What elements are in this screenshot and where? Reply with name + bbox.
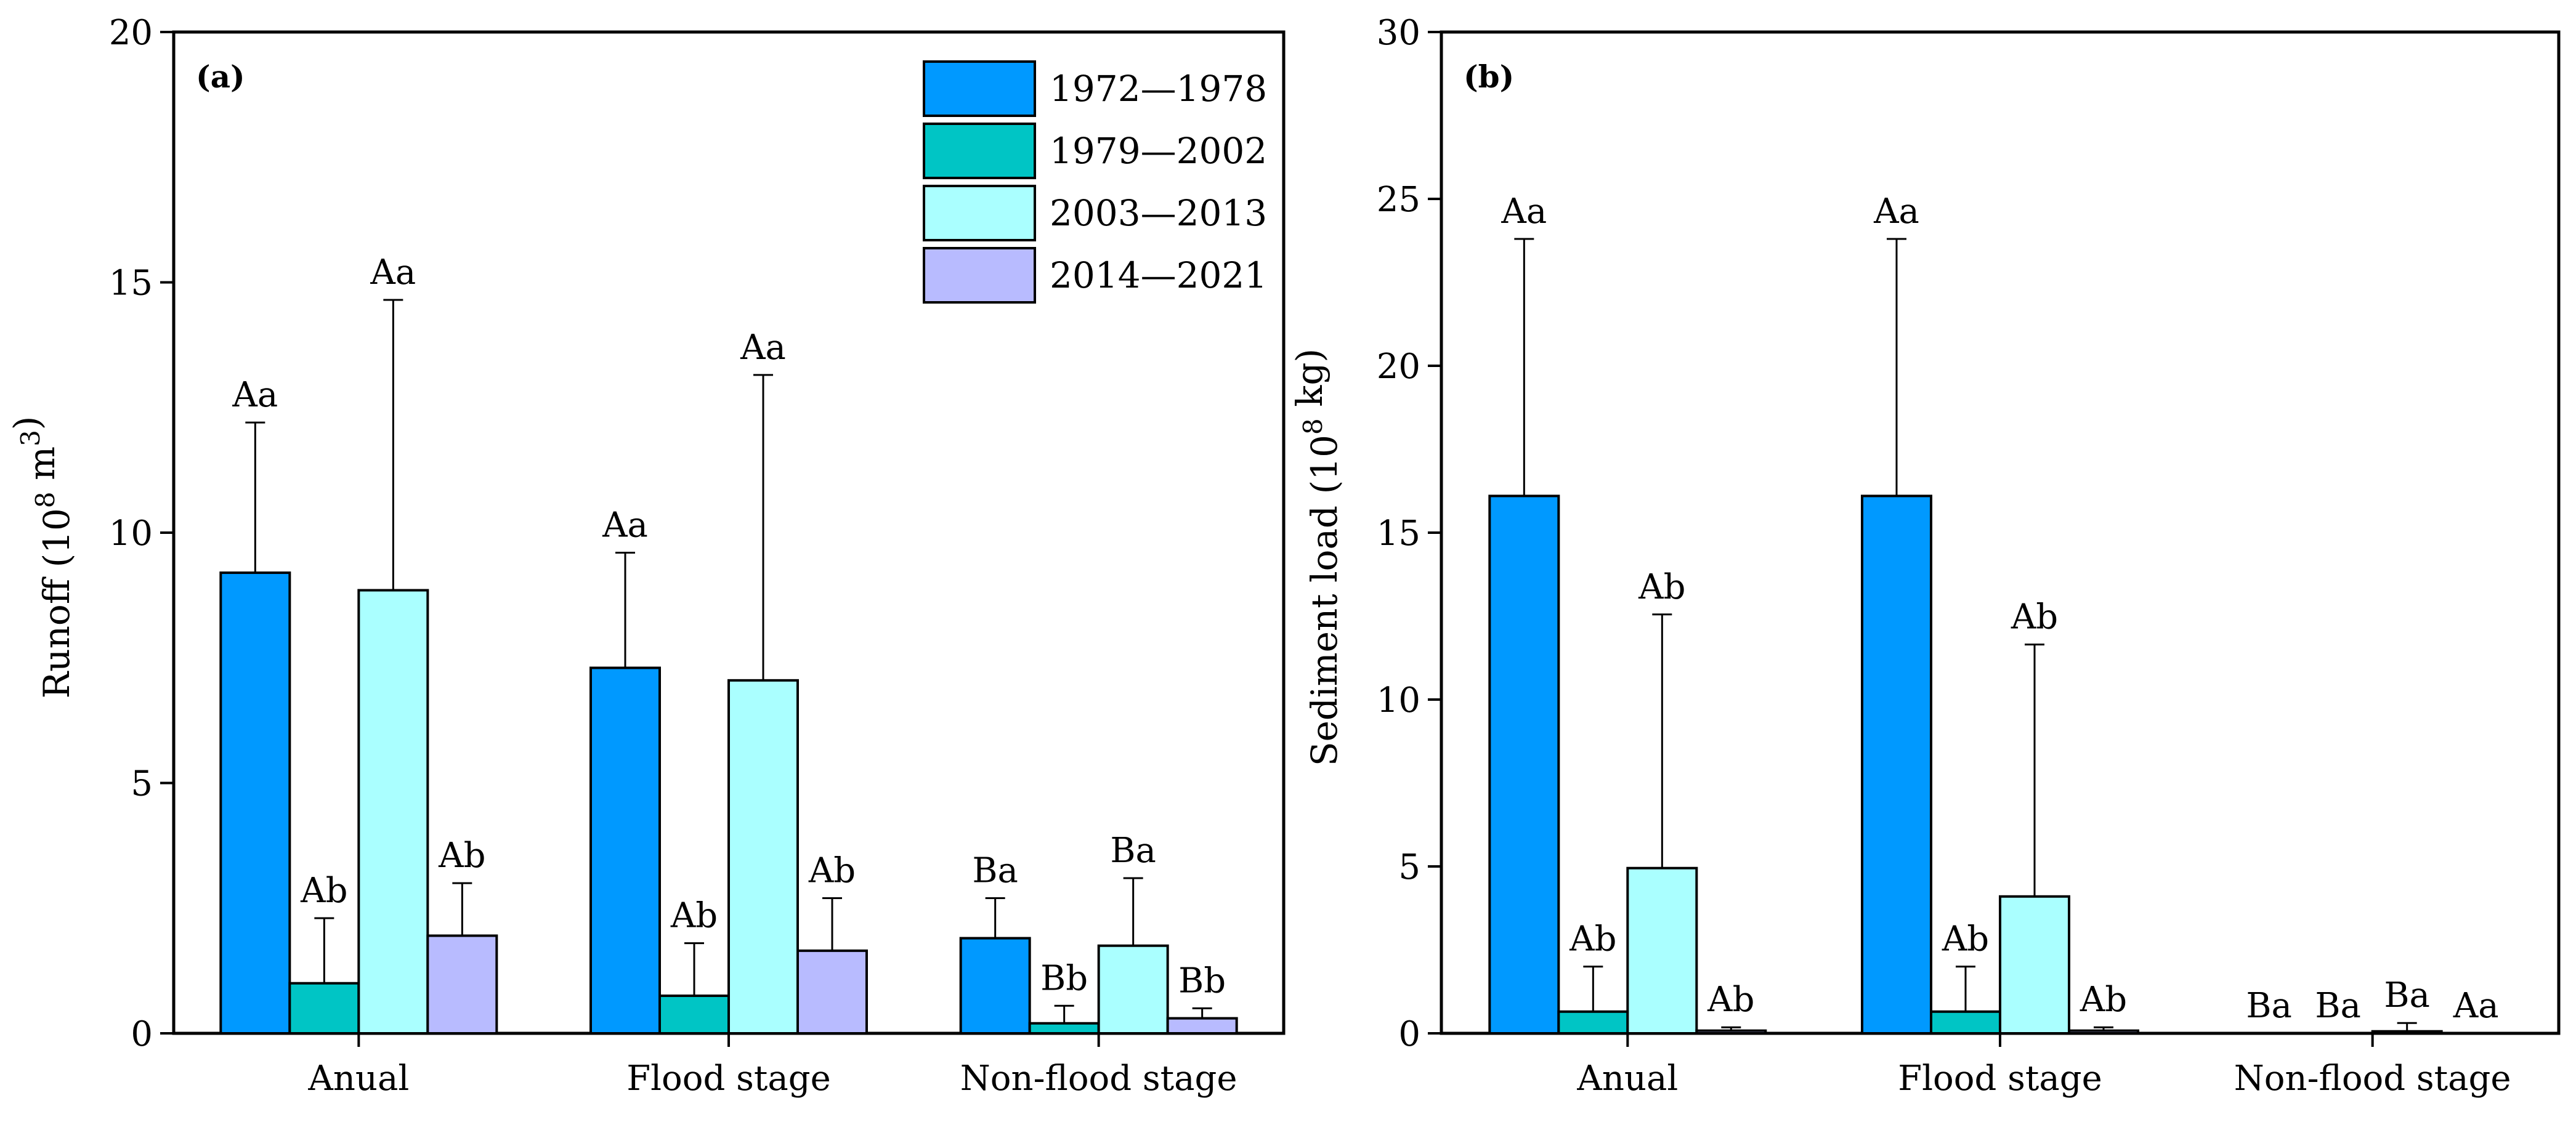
x-tick-label: Anual [1576,1059,1678,1099]
significance-label: Ba [2246,986,2292,1026]
significance-label: Ab [1638,567,1685,607]
y-tick-label: 15 [109,264,153,304]
chart-panel-b: 0 5 10 15 20 25 30 Anual Flood stage Non-flood st… [1289,13,2561,1099]
significance-label: Ba [2384,975,2430,1015]
bar [357,589,429,1035]
significance-label: Ab [808,850,856,890]
bar [589,666,661,1035]
y-axis-title: Sediment load (108 kg) [1289,349,1345,766]
bar [658,995,730,1035]
significance-label: Ab [670,896,718,936]
y-tick-label: 5 [131,764,153,804]
bar [959,937,1031,1035]
bar [727,679,799,1035]
bar [1097,944,1169,1035]
bar [2068,1029,2139,1035]
significance-label: Aa [602,506,648,546]
bar [219,571,291,1035]
legend-swatch [923,185,1036,241]
legend: 1972—1978 1979—2002 2003—2013 2014—2021 [923,60,1267,304]
y-tick-label: 10 [1377,680,1420,720]
legend-entry: 1972—1978 [1050,68,1267,110]
y-tick-label: 0 [131,1014,153,1054]
legend-entry: 2014—2021 [1050,254,1267,296]
legend-swatch [923,60,1036,117]
bar [796,949,868,1035]
significance-label: Aa [232,375,278,415]
y-tick-label: 0 [1398,1014,1420,1054]
y-tick-label: 20 [109,13,153,53]
significance-label: Ba [972,850,1018,890]
bar [1166,1017,1238,1035]
significance-label: Bb [1040,958,1088,998]
panel-label: (a) [196,59,245,95]
significance-label: Ab [2080,980,2127,1020]
legend-entry: 1979—2002 [1050,130,1267,172]
bar [1695,1029,1767,1035]
y-tick-label: 15 [1377,514,1420,554]
x-tick-label: Flood stage [1898,1059,2102,1099]
significance-label: Ab [1569,919,1616,959]
chart-panel-a: 0 5 10 15 20 Anual Flood stage Non-flood stage R… [6,13,1286,1099]
bar [2371,1030,2443,1035]
significance-label: Bb [1178,961,1226,1001]
bar [426,934,498,1035]
y-tick-label: 20 [1377,347,1420,387]
significance-label: Ab [2011,597,2058,637]
significance-label: Aa [1873,192,1919,232]
bar [288,982,360,1035]
legend-swatch [923,247,1036,304]
legend-swatch [923,123,1036,179]
significance-label: Aa [2453,986,2499,1026]
significance-label: Ab [300,871,347,911]
x-tick-label: Non-flood stage [960,1059,1237,1099]
significance-label: Ba [1110,831,1156,871]
y-tick-label: 30 [1377,13,1420,53]
bar [1626,866,1698,1035]
bar [1930,1010,2001,1035]
x-tick-label: Flood stage [626,1059,830,1099]
x-tick-label: Anual [307,1059,409,1099]
significance-label: Ba [2315,986,2361,1026]
panel-label: (b) [1464,59,1514,95]
significance-label: Ab [438,836,485,876]
y-tick-label: 25 [1377,180,1420,220]
y-axis-title: Runoff (108 m3) [6,416,78,699]
bar [1999,895,2070,1035]
significance-label: Ab [1942,919,1989,959]
significance-label: Ab [1707,980,1754,1020]
significance-label: Aa [740,328,786,368]
bar [1028,1022,1100,1035]
significance-label: Aa [1501,192,1547,232]
bar [1488,494,1560,1035]
y-tick-label: 5 [1398,847,1420,887]
y-tick-label: 10 [109,514,153,554]
legend-entry: 2003—2013 [1050,192,1267,234]
significance-label: Aa [370,252,416,293]
bar [1557,1010,1629,1035]
x-tick-label: Non-flood stage [2234,1059,2511,1099]
plot-frame [1440,30,2561,1035]
bar [1861,494,1932,1035]
